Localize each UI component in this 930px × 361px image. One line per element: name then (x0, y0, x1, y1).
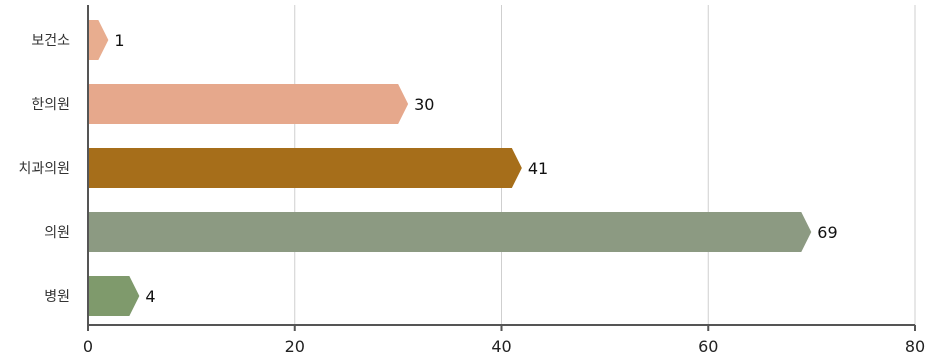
data-label: 69 (817, 223, 837, 242)
bar (89, 276, 140, 316)
bar (89, 20, 109, 60)
x-tick-label: 80 (905, 337, 925, 356)
category-label: 보건소 (31, 33, 70, 49)
x-tick-label: 40 (491, 337, 511, 356)
data-label: 41 (528, 159, 548, 178)
bar (89, 84, 409, 124)
category-label: 의원 (44, 225, 70, 241)
data-label: 4 (145, 287, 155, 306)
x-tick-label: 60 (698, 337, 718, 356)
bars (89, 20, 812, 316)
data-label: 1 (114, 31, 124, 50)
axes (87, 5, 916, 331)
labels: 0 20 40 60 80 1 보건소 30 한의원 41 치과의원 69 의원 4 병원 (18, 31, 925, 356)
bar (89, 212, 812, 252)
category-label: 치과의원 (18, 161, 70, 177)
category-label: 한의원 (31, 97, 70, 113)
x-tick-label: 20 (285, 337, 305, 356)
x-tick-label: 0 (83, 337, 93, 356)
category-label: 병원 (44, 289, 70, 305)
data-label: 30 (414, 95, 434, 114)
bar (89, 148, 522, 188)
